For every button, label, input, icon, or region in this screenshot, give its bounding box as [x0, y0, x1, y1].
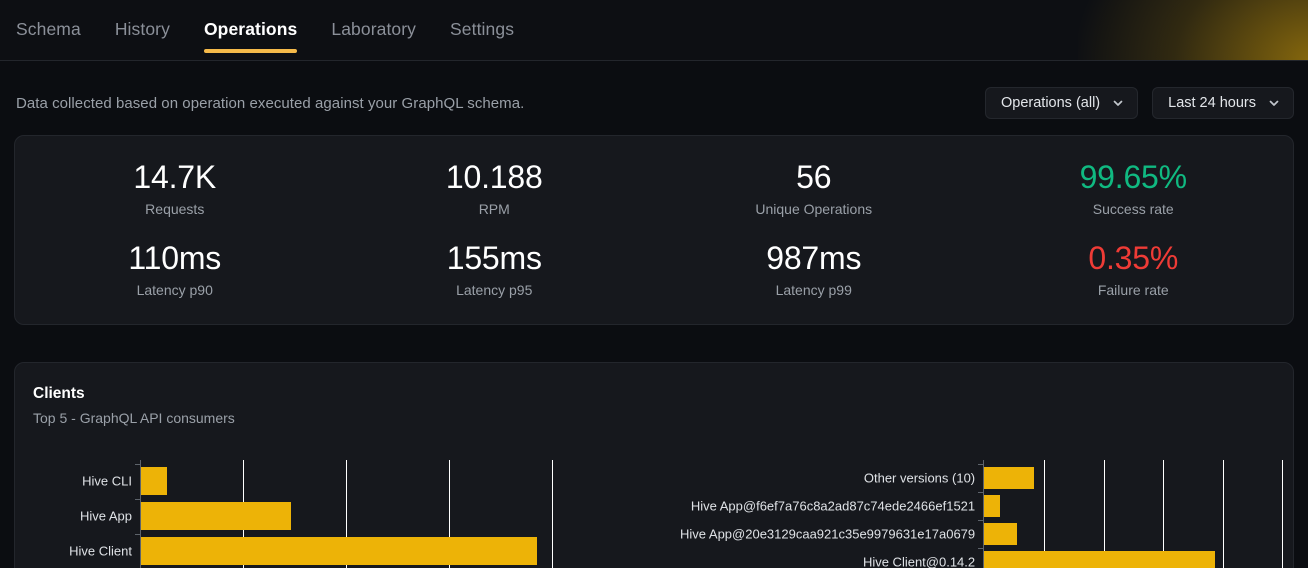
stat-latency-p95: 155ms Latency p95 — [335, 239, 655, 298]
stat-success-rate-label: Success rate — [1092, 201, 1174, 217]
chart-category-label: Hive App@20e3129caa921c35e9979631e17a067… — [680, 526, 976, 542]
stat-latency-p99-label: Latency p99 — [775, 282, 852, 298]
time-range-filter-dropdown[interactable]: Last 24 hours — [1152, 87, 1294, 119]
stat-rpm: 10.188 RPM — [335, 158, 655, 217]
chart-gridline — [449, 460, 450, 568]
stat-latency-p95-value: 155ms — [446, 240, 542, 276]
chart-category-label: Hive Client — [69, 543, 132, 559]
stats-summary-card: 14.7K Requests 10.188 RPM 56 Unique Oper… — [14, 135, 1294, 325]
page-controls-row: Data collected based on operation execut… — [0, 61, 1308, 119]
chart-bar[interactable] — [141, 467, 167, 495]
stat-requests-value: 14.7K — [133, 159, 217, 195]
tab-settings[interactable]: Settings — [450, 19, 515, 39]
chart-gridline — [1044, 460, 1046, 568]
chart-gridline — [346, 460, 347, 568]
stat-success-rate: 99.65% Success rate — [974, 158, 1294, 217]
chart-axis-line — [140, 460, 141, 568]
chart-bar[interactable] — [984, 495, 1001, 517]
chart-bar[interactable] — [984, 551, 1216, 568]
stat-requests: 14.7K Requests — [15, 158, 335, 217]
stat-latency-p90: 110ms Latency p90 — [15, 239, 335, 298]
clients-card-title: Clients — [33, 385, 85, 402]
top-navigation-bar: Schema History Operations Laboratory Set… — [0, 0, 1308, 61]
stat-latency-p99: 987ms Latency p99 — [654, 239, 974, 298]
tab-history[interactable]: History — [114, 19, 170, 39]
chart-axis-tick — [978, 492, 984, 493]
chart-category-label: Hive Client@0.14.2 — [862, 554, 976, 568]
chevron-down-icon — [1113, 100, 1123, 106]
stat-latency-p90-label: Latency p90 — [136, 282, 213, 298]
chart-axis-tick — [978, 464, 984, 465]
tab-laboratory[interactable]: Laboratory — [331, 19, 417, 39]
time-range-filter-label: Last 24 hours — [1168, 95, 1256, 111]
chart-axis-line — [983, 460, 985, 568]
stat-unique-operations-label: Unique Operations — [755, 201, 873, 217]
chart-bar[interactable] — [141, 502, 291, 530]
chart-axis-tick — [978, 548, 984, 549]
chart-axis-tick — [135, 463, 140, 465]
stat-failure-rate-value: 0.35% — [1088, 240, 1179, 276]
chart-axis-tick — [978, 520, 984, 521]
tab-operations[interactable]: Operations — [203, 18, 298, 59]
stat-rpm-label: RPM — [478, 201, 510, 217]
stat-latency-p90-value: 110ms — [128, 240, 222, 276]
chart-gridline — [1104, 460, 1106, 568]
stat-requests-label: Requests — [145, 201, 205, 217]
stat-unique-operations-value: 56 — [796, 159, 832, 195]
stat-rpm-value: 10.188 — [445, 159, 543, 195]
stat-failure-rate: 0.35% Failure rate — [974, 239, 1294, 298]
stats-grid: 14.7K Requests 10.188 RPM 56 Unique Oper… — [15, 158, 1293, 298]
chart-gridline — [1163, 460, 1165, 568]
chart-bar[interactable] — [984, 467, 1035, 489]
chevron-down-icon — [1269, 100, 1279, 106]
operations-filter-label: Operations (all) — [1001, 95, 1101, 111]
operations-filter-dropdown[interactable]: Operations (all) — [985, 87, 1139, 119]
page-subtitle: Data collected based on operation execut… — [16, 94, 525, 112]
chart-bar[interactable] — [141, 537, 537, 565]
nav-tabs: Schema History Operations Laboratory Set… — [0, 0, 1308, 60]
stat-success-rate-value: 99.65% — [1079, 159, 1188, 195]
stat-unique-operations: 56 Unique Operations — [654, 158, 974, 217]
stat-latency-p99-value: 987ms — [766, 240, 862, 276]
chart-category-label: Hive App — [79, 508, 132, 524]
chart-gridline — [552, 460, 553, 568]
clients-card-subtitle: Top 5 - GraphQL API consumers — [33, 410, 235, 426]
filter-controls: Operations (all) Last 24 hours — [985, 87, 1294, 119]
chart-axis-tick — [135, 498, 140, 500]
chart-axis-tick — [135, 533, 140, 535]
stat-failure-rate-label: Failure rate — [1097, 282, 1169, 298]
chart-bar[interactable] — [984, 523, 1018, 545]
clients-card: Clients Top 5 - GraphQL API consumers Hi… — [14, 362, 1294, 568]
chart-category-label: Other versions (10) — [863, 470, 976, 486]
chart-gridline — [1223, 460, 1225, 568]
chart-gridline — [1282, 460, 1284, 568]
chart-category-label: Hive CLI — [82, 473, 132, 489]
stat-latency-p95-label: Latency p95 — [456, 282, 533, 298]
chart-category-label: Hive App@f6ef7a76c8a2ad87c74ede2466ef152… — [690, 498, 976, 514]
tab-schema[interactable]: Schema — [16, 19, 81, 39]
